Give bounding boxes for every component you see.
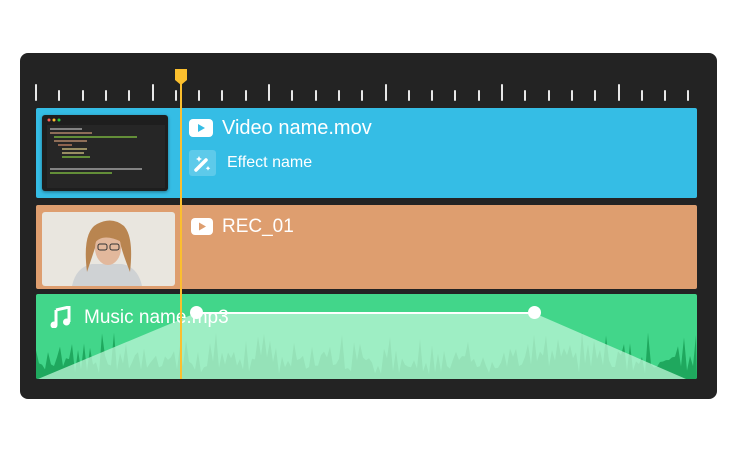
video-track-title: Video name.mov: [222, 117, 372, 139]
ruler-tick: [454, 90, 457, 101]
ruler-tick: [244, 90, 247, 101]
ruler-tick: [81, 90, 84, 101]
ruler-tick: [687, 90, 690, 101]
ruler-tick: [221, 90, 224, 101]
play-icon: [189, 119, 213, 142]
ruler-tick: [407, 90, 410, 101]
ruler-tick: [547, 90, 550, 101]
ruler-tick: [524, 90, 527, 101]
timeline: Video name.mov Effect name REC_01 Music …: [20, 53, 717, 399]
ruler-tick: [104, 90, 107, 101]
recording-thumbnail: [42, 212, 175, 286]
volume-keyframe-start[interactable]: [190, 306, 203, 319]
effect-chip[interactable]: [189, 150, 216, 176]
ruler-tick: [58, 90, 61, 101]
ruler-tick: [174, 90, 177, 101]
effect-name: Effect name: [227, 154, 313, 171]
ruler-tick: [640, 90, 643, 101]
music-note-icon: [49, 305, 71, 333]
ruler-tick: [337, 90, 340, 101]
audio-track[interactable]: Music name.mp3: [36, 294, 697, 379]
playhead-line[interactable]: [180, 70, 182, 379]
ruler-tick: [617, 84, 620, 101]
magic-wand-icon: [194, 156, 211, 172]
recording-track-title: REC_01: [222, 216, 294, 237]
ruler-tick: [431, 90, 434, 101]
ruler-tick: [477, 90, 480, 101]
recording-track[interactable]: REC_01: [36, 205, 697, 289]
video-track[interactable]: Video name.mov Effect name: [36, 108, 697, 198]
volume-envelope: [38, 313, 686, 379]
ruler-tick: [361, 90, 364, 101]
ruler-tick: [35, 84, 37, 101]
ruler-tick: [268, 84, 270, 101]
ruler-tick: [501, 84, 503, 101]
audio-track-title: Music name.mp3: [84, 307, 229, 328]
play-icon: [191, 218, 213, 240]
ruler-tick: [570, 90, 573, 101]
ruler-tick: [384, 84, 387, 101]
ruler-tick: [198, 90, 201, 101]
ruler-tick: [151, 84, 154, 101]
volume-keyframe-end[interactable]: [528, 306, 541, 319]
ruler-tick: [128, 90, 131, 101]
ruler-tick: [664, 90, 667, 101]
ruler-tick: [314, 90, 317, 101]
video-thumbnail: [42, 115, 168, 191]
audio-waveform: [36, 312, 697, 379]
ruler-tick: [594, 90, 597, 101]
playhead-handle[interactable]: [174, 69, 188, 85]
ruler-tick: [291, 90, 294, 101]
